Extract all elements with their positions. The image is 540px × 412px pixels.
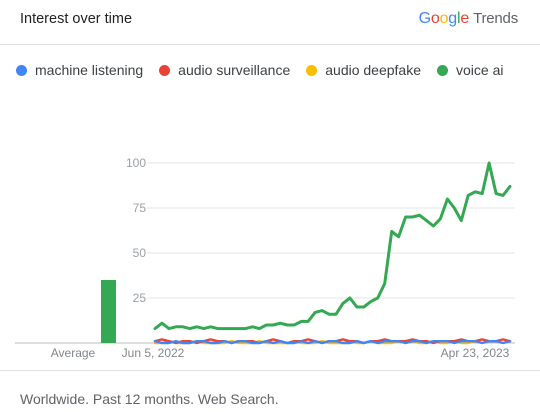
footer-text: Worldwide. Past 12 months. Web Search. bbox=[20, 391, 279, 407]
google-letter: o bbox=[439, 10, 449, 27]
y-tick-label: 25 bbox=[133, 291, 147, 305]
chart-footer: Worldwide. Past 12 months. Web Search. bbox=[0, 370, 540, 412]
legend-label: machine listening bbox=[35, 62, 144, 78]
legend-dot-icon bbox=[16, 64, 27, 76]
legend-item[interactable]: audio surveillance bbox=[159, 62, 290, 78]
average-bar bbox=[101, 280, 116, 343]
y-tick-label: 75 bbox=[133, 201, 147, 215]
google-letter: l bbox=[457, 10, 461, 27]
series-lines bbox=[153, 161, 512, 345]
average-label: Average bbox=[51, 346, 96, 360]
legend: machine listening audio surveillance audio… bbox=[16, 60, 519, 80]
google-letter: G bbox=[418, 10, 431, 27]
average-bars bbox=[101, 280, 116, 343]
y-tick-label: 50 bbox=[133, 246, 147, 260]
series-line bbox=[153, 339, 512, 345]
legend-item[interactable]: machine listening bbox=[16, 62, 143, 78]
google-letter: g bbox=[448, 10, 457, 27]
chart-grid bbox=[15, 162, 515, 344]
series-line bbox=[153, 161, 512, 331]
google-wordmark: Google bbox=[418, 10, 470, 27]
legend-dot-icon bbox=[437, 64, 449, 76]
google-letter: e bbox=[460, 10, 470, 27]
legend-dot-icon bbox=[306, 64, 318, 76]
legend-dot-icon bbox=[159, 64, 171, 76]
y-tick-label: 100 bbox=[126, 156, 146, 170]
x-start-label: Jun 5, 2022 bbox=[122, 346, 185, 360]
x-end-label: Apr 23, 2023 bbox=[441, 346, 510, 360]
google-trends-logo: Google Trends bbox=[418, 10, 519, 28]
legend-label: audio deepfake bbox=[325, 62, 422, 78]
trends-wordmark: Trends bbox=[473, 10, 518, 27]
legend-item[interactable]: audio deepfake bbox=[306, 62, 421, 78]
legend-item[interactable]: voice ai bbox=[437, 62, 503, 78]
google-letter: o bbox=[430, 10, 440, 27]
interest-over-time-chart: 25 50 75 100 Average Jun 5, 2022 Apr 23, 2023 bbox=[15, 156, 515, 360]
legend-label: audio surveillance bbox=[178, 62, 291, 78]
legend-label: voice ai bbox=[456, 62, 504, 78]
axis-labels: 25 50 75 100 Average Jun 5, 2022 Apr 23, 2023 bbox=[51, 156, 510, 360]
chart-header: Interest over time Google Trends bbox=[0, 0, 540, 45]
chart-title: Interest over time bbox=[20, 11, 133, 27]
